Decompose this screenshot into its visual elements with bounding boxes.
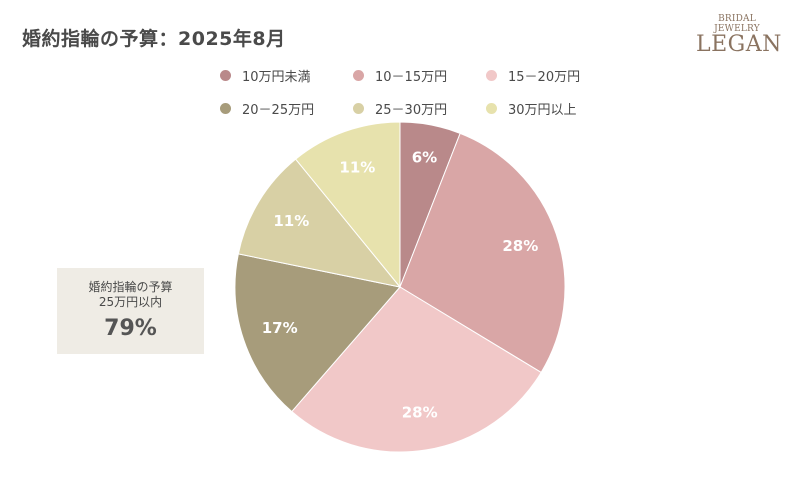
brand-logo: BRIDAL JEWELRY LEGAN xyxy=(696,14,782,57)
pie-slice xyxy=(399,132,566,374)
slice-label: 11% xyxy=(273,212,309,230)
slice-label: 11% xyxy=(339,158,375,176)
legend-swatch xyxy=(220,70,231,81)
legend-swatch xyxy=(353,70,364,81)
legend-swatch xyxy=(486,103,497,114)
legend-swatch xyxy=(486,70,497,81)
legend-item: 20－25万円 xyxy=(220,99,353,118)
legend-item: 25－30万円 xyxy=(353,99,486,118)
legend-item: 30万円以上 xyxy=(486,99,620,118)
callout-line1: 婚約指輪の予算 xyxy=(88,280,173,294)
legend-label: 20－25万円 xyxy=(242,103,315,118)
slice-label: 28% xyxy=(502,237,538,255)
slice-label: 6% xyxy=(412,148,437,166)
pie-slice xyxy=(291,286,542,453)
legend-label: 30万円以上 xyxy=(508,103,577,118)
chart-title: 婚約指輪の予算：2025年8月 xyxy=(22,28,286,50)
pie-slice xyxy=(234,253,401,413)
budget-callout: 婚約指輪の予算 25万円以内 79% xyxy=(57,268,204,354)
callout-value: 79% xyxy=(104,316,157,341)
chart-legend: 10万円未満 10－15万円 15－20万円 20－25万円 25－30万円 30万円以上 xyxy=(220,66,620,118)
legend-label: 15－20万円 xyxy=(508,70,581,85)
brand-subtitle: BRIDAL JEWELRY xyxy=(714,14,760,34)
legend-label: 10－15万円 xyxy=(375,70,448,85)
legend-swatch xyxy=(220,103,231,114)
legend-item: 15－20万円 xyxy=(486,66,620,85)
brand-name: LEGAN xyxy=(696,32,782,57)
legend-label: 10万円未満 xyxy=(242,70,311,85)
legend-swatch xyxy=(353,103,364,114)
legend-item: 10－15万円 xyxy=(353,66,486,85)
legend-label: 25－30万円 xyxy=(375,103,448,118)
pie-slice xyxy=(294,121,401,289)
slice-label: 28% xyxy=(402,404,438,422)
callout-line2: 25万円以内 xyxy=(98,295,163,309)
slice-label: 17% xyxy=(262,319,298,337)
legend-item: 10万円未満 xyxy=(220,66,353,85)
pie-slice xyxy=(237,158,402,288)
